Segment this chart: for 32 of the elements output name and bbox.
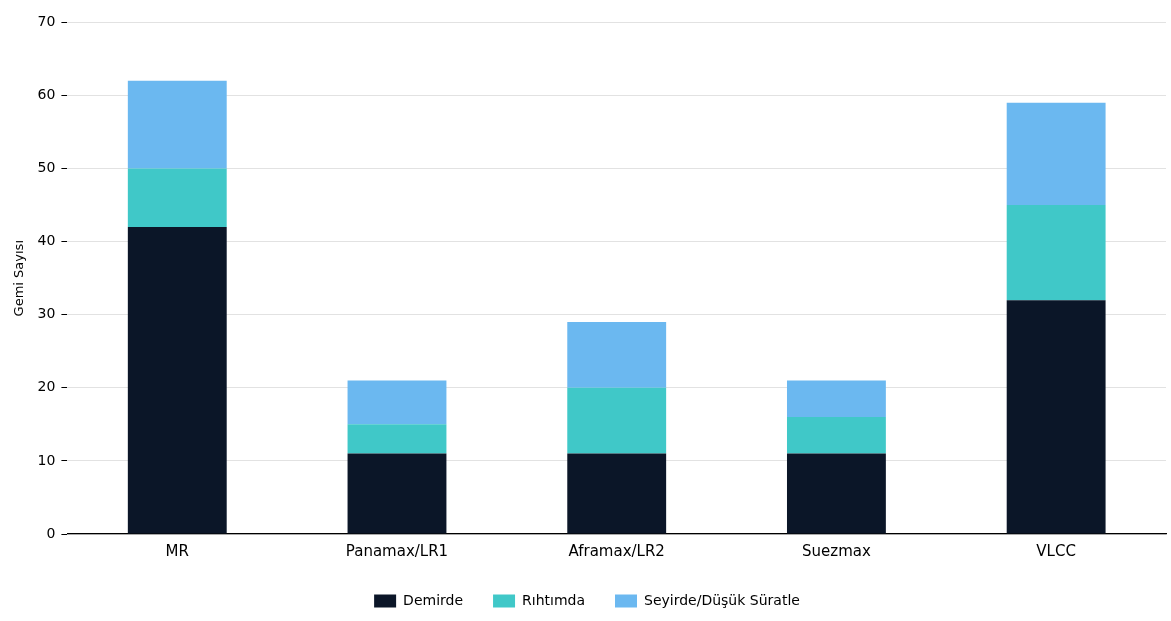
bar <box>347 453 447 534</box>
bar <box>567 387 667 454</box>
y-tick-label: 50 <box>37 159 56 176</box>
bar <box>786 453 886 534</box>
bar <box>127 168 227 228</box>
y-tick-label: 70 <box>37 13 56 30</box>
bar <box>127 227 227 534</box>
bar <box>347 424 447 454</box>
x-tick-label: Panamax/LR1 <box>345 541 449 560</box>
bar <box>127 80 227 169</box>
bar <box>1006 102 1106 206</box>
y-tick-label: 20 <box>37 378 56 395</box>
y-tick-label: 10 <box>37 451 56 468</box>
legend-label: Seyirde/Düşük Süratle <box>644 591 800 608</box>
y-tick-label: 0 <box>46 524 56 541</box>
bar <box>786 417 886 454</box>
bar <box>1006 205 1106 301</box>
x-tick-label: VLCC <box>1036 541 1076 560</box>
x-tick-label: Aframax/LR2 <box>568 541 665 560</box>
y-tick-label: 40 <box>37 232 56 249</box>
bar <box>567 322 667 388</box>
x-tick-label: Suezmax <box>802 541 871 560</box>
y-tick-label: 60 <box>37 86 56 103</box>
y-axis-title: Gemi Sayısı <box>11 240 27 317</box>
x-tick-label: MR <box>165 541 189 560</box>
legend-label: Demirde <box>403 591 464 608</box>
bar <box>1006 300 1106 534</box>
bar <box>567 453 667 534</box>
y-tick-label: 30 <box>37 305 56 322</box>
bar <box>786 380 886 418</box>
bar <box>347 380 447 425</box>
legend-label: Rıhtımda <box>522 591 586 608</box>
